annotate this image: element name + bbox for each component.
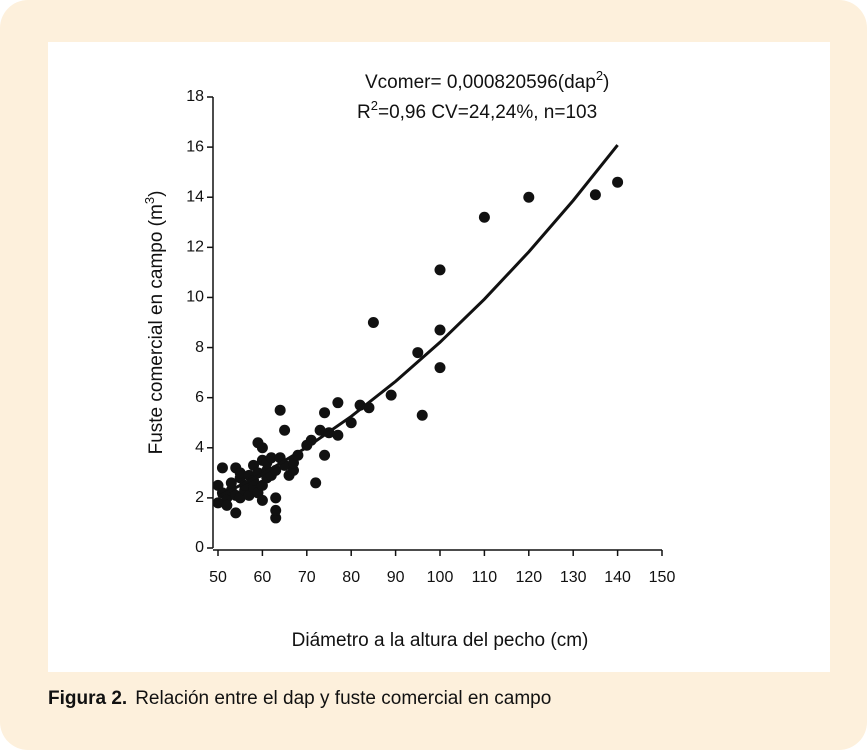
y-tick-label: 8 [195, 339, 204, 356]
annotation-end: =0,96 CV=24,24%, n=103 [378, 102, 597, 123]
x-axis-label: Diámetro a la altura del pecho (cm) [292, 630, 589, 651]
annotation-sup: 2 [371, 98, 378, 113]
x-tick-label: 80 [342, 569, 360, 586]
caption-label: Figura 2. [48, 688, 127, 709]
data-point [234, 467, 246, 479]
data-point [270, 492, 282, 504]
data-point [216, 462, 228, 474]
y-tick-label: 18 [186, 88, 204, 105]
data-point [287, 464, 299, 476]
data-point [225, 477, 237, 489]
data-point [270, 504, 282, 516]
x-tick-label: 130 [560, 569, 587, 586]
data-point [319, 449, 331, 461]
data-point [230, 507, 242, 519]
y-tick-label: 4 [195, 439, 204, 456]
x-tick-label: 90 [387, 569, 405, 586]
y-tick-label: 2 [195, 489, 204, 506]
y-axis-label-sup: 3 [142, 197, 157, 204]
data-point [310, 477, 322, 489]
y-axis-label: Fuste comercial en campo (m3) [142, 191, 167, 455]
x-tick-label: 70 [298, 569, 316, 586]
data-point [367, 317, 379, 328]
fit-line [217, 144, 619, 498]
caption-text: Relación entre el dap y fuste comercial … [135, 688, 551, 709]
data-point [256, 442, 268, 454]
x-tick-label: 50 [209, 569, 227, 586]
data-point [319, 407, 331, 419]
annotation-text: R [357, 102, 371, 123]
data-point [478, 211, 490, 223]
data-point [270, 512, 282, 524]
data-point [332, 429, 344, 441]
data-point [212, 497, 224, 509]
data-point [434, 264, 446, 276]
y-tick-label: 14 [186, 188, 204, 205]
y-tick-label: 12 [186, 239, 204, 256]
annotation-sup: 2 [596, 68, 603, 83]
annotation-text: Vcomer= 0,000820596(dap [365, 72, 596, 93]
x-tick-label: 150 [649, 569, 676, 586]
y-tick-label: 0 [195, 539, 204, 556]
x-tick-label: 140 [604, 569, 631, 586]
annotation-end: ) [603, 72, 609, 93]
data-point [265, 452, 277, 464]
data-point [523, 191, 535, 203]
x-tick-label: 100 [427, 569, 454, 586]
data-point [612, 176, 624, 188]
data-point [589, 189, 601, 201]
y-tick-label: 10 [186, 289, 204, 306]
data-point [256, 494, 268, 506]
chart-panel [48, 42, 830, 672]
x-tick-label: 60 [254, 569, 272, 586]
data-point [434, 362, 446, 374]
caption: Figura 2. Relación entre el dap y fuste c… [48, 688, 551, 709]
y-tick-label: 6 [195, 389, 204, 406]
data-point [314, 424, 326, 436]
y-tick-label: 16 [186, 138, 204, 155]
data-point [279, 424, 291, 436]
y-axis-label-text: Fuste comercial en campo (m [146, 204, 167, 454]
annotation: R2=0,96 CV=24,24%, n=103 [357, 98, 597, 123]
data-point [434, 324, 446, 336]
y-axis-label-end: ) [146, 191, 167, 197]
data-point [332, 397, 344, 409]
data-point [221, 499, 233, 511]
data-point [385, 389, 397, 401]
data-point [416, 409, 428, 421]
data-point [412, 347, 424, 359]
data-point [274, 404, 286, 416]
x-tick-label: 120 [515, 569, 542, 586]
x-tick-label: 110 [472, 569, 498, 586]
annotation: Vcomer= 0,000820596(dap2) [365, 68, 609, 93]
